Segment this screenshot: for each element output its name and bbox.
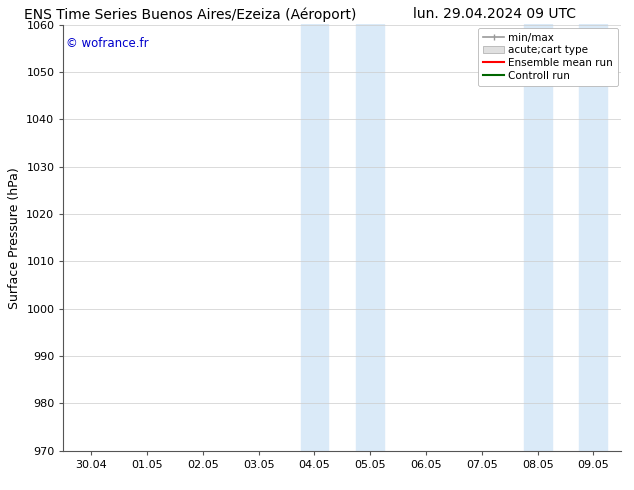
Legend: min/max, acute;cart type, Ensemble mean run, Controll run: min/max, acute;cart type, Ensemble mean … bbox=[478, 27, 618, 86]
Bar bbox=[524, 24, 552, 451]
Y-axis label: Surface Pressure (hPa): Surface Pressure (hPa) bbox=[8, 167, 21, 309]
Bar bbox=[301, 24, 328, 451]
Bar bbox=[579, 24, 607, 451]
Bar bbox=[356, 24, 384, 451]
Text: © wofrance.fr: © wofrance.fr bbox=[66, 37, 149, 50]
Text: ENS Time Series Buenos Aires/Ezeiza (Aéroport): ENS Time Series Buenos Aires/Ezeiza (Aér… bbox=[24, 7, 356, 22]
Text: lun. 29.04.2024 09 UTC: lun. 29.04.2024 09 UTC bbox=[413, 7, 576, 22]
